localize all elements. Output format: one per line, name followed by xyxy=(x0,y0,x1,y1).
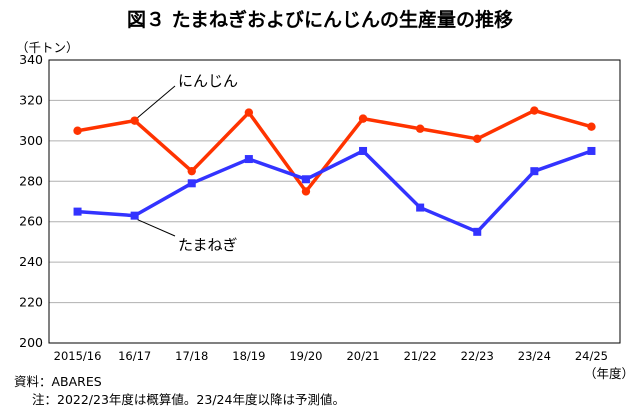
callout-leader-onion xyxy=(137,219,176,237)
data-point-onion xyxy=(244,155,253,164)
data-point-onion xyxy=(416,203,425,212)
data-point-carrot xyxy=(358,114,368,123)
x-tick-label: 18/19 xyxy=(232,349,265,363)
series-label-carrot: にんじん xyxy=(178,72,238,90)
x-tick-label: 21/22 xyxy=(404,349,437,363)
data-point-carrot xyxy=(130,116,139,125)
data-point-carrot xyxy=(301,187,311,196)
data-point-carrot xyxy=(73,126,82,135)
data-point-carrot xyxy=(587,122,596,131)
data-point-onion xyxy=(130,211,139,220)
footnote: 注：2022/23年度は概算値。23/24年度以降は予測値。 xyxy=(32,392,345,407)
y-tick-label: 340 xyxy=(19,52,43,67)
x-tick-label: 20/21 xyxy=(346,349,379,363)
series-line-onion xyxy=(77,149,593,234)
y-tick-label: 240 xyxy=(19,254,43,269)
series-onion xyxy=(73,146,596,236)
x-axis-label: （年度） xyxy=(584,366,634,381)
y-tick-label: 220 xyxy=(19,295,43,310)
series-carrot xyxy=(73,106,596,196)
x-tick-label: 24/25 xyxy=(575,349,608,363)
data-point-carrot xyxy=(530,106,539,115)
x-ticks: 2015/16 16/17 17/18 18/19 19/20 20/21 21/22 22/… xyxy=(54,349,608,363)
data-point-onion xyxy=(359,146,368,155)
chart-title: 図３ たまねぎおよびにんじんの生産量の推移 xyxy=(127,8,513,31)
data-point-carrot xyxy=(244,108,254,117)
source-note: 資料：ABARES xyxy=(14,374,102,389)
y-tick-label: 300 xyxy=(19,133,43,148)
plot-area xyxy=(48,59,621,344)
y-tick-label: 260 xyxy=(19,214,43,229)
x-tick-label: 16/17 xyxy=(118,349,151,363)
x-tick-label: 23/24 xyxy=(518,349,551,363)
data-point-carrot xyxy=(187,166,196,176)
x-tick-label: 22/23 xyxy=(461,349,494,363)
data-point-onion xyxy=(473,227,482,236)
data-point-onion xyxy=(301,175,310,184)
callout-leader-carrot xyxy=(137,85,176,119)
y-tick-label: 200 xyxy=(19,335,43,350)
y-axis-label: （千トン） xyxy=(16,40,79,55)
x-tick-label: 2015/16 xyxy=(54,349,102,363)
data-point-carrot xyxy=(473,134,482,144)
data-point-onion xyxy=(73,207,82,216)
y-tick-label: 280 xyxy=(19,173,43,188)
data-point-carrot xyxy=(415,124,425,133)
y-ticks: 200 220 240 260 280 300 320 340 xyxy=(19,52,43,350)
series-label-onion: たまねぎ xyxy=(178,236,238,254)
data-point-onion xyxy=(187,179,196,188)
series-line-carrot xyxy=(77,108,592,194)
x-tick-label: 17/18 xyxy=(175,349,208,363)
grid xyxy=(49,99,620,304)
data-point-onion xyxy=(587,146,596,155)
data-point-onion xyxy=(530,167,539,176)
series-group xyxy=(73,106,596,236)
x-tick-label: 19/20 xyxy=(289,349,322,363)
y-tick-label: 320 xyxy=(19,92,43,107)
